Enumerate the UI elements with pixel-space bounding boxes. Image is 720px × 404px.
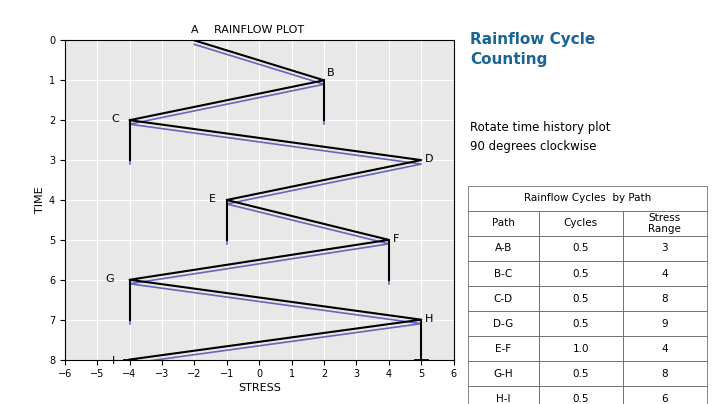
Text: 8: 8 (662, 369, 668, 379)
Text: C-D: C-D (494, 294, 513, 303)
Text: G: G (105, 274, 114, 284)
Bar (539, 336, 623, 361)
Text: Rainflow Cycle
Counting: Rainflow Cycle Counting (470, 32, 595, 67)
Text: G-H: G-H (493, 369, 513, 379)
Text: 6: 6 (662, 394, 668, 404)
Bar (623, 261, 707, 286)
Text: 9: 9 (662, 319, 668, 328)
Bar (539, 286, 623, 311)
Bar (468, 286, 539, 311)
Text: 1.0: 1.0 (572, 344, 589, 354)
Text: 0.5: 0.5 (572, 319, 589, 328)
Bar (468, 236, 539, 261)
Text: 0.5: 0.5 (572, 294, 589, 303)
Text: 0.5: 0.5 (572, 369, 589, 379)
Bar (468, 386, 539, 404)
Text: 0.5: 0.5 (572, 394, 589, 404)
Text: 0.5: 0.5 (572, 269, 589, 278)
Bar (539, 311, 623, 336)
Bar (539, 236, 623, 261)
Y-axis label: TIME: TIME (35, 187, 45, 213)
Bar (623, 386, 707, 404)
Bar (623, 236, 707, 261)
Bar (623, 211, 707, 236)
Bar (468, 186, 707, 211)
Text: B: B (327, 67, 335, 78)
Bar (468, 211, 539, 236)
Text: 4: 4 (662, 344, 668, 354)
Bar (539, 261, 623, 286)
Bar (539, 386, 623, 404)
X-axis label: STRESS: STRESS (238, 383, 281, 393)
Text: D-G: D-G (493, 319, 513, 328)
Bar (468, 361, 539, 386)
Text: Stress
Range: Stress Range (649, 213, 681, 234)
Text: A-B: A-B (495, 244, 512, 253)
Bar (623, 311, 707, 336)
Bar (468, 336, 539, 361)
Text: I: I (112, 356, 115, 366)
Text: A: A (191, 25, 199, 35)
Text: C: C (112, 114, 120, 124)
Bar (623, 361, 707, 386)
Bar (539, 361, 623, 386)
Text: D: D (425, 154, 433, 164)
Text: E-F: E-F (495, 344, 511, 354)
Text: 0.5: 0.5 (572, 244, 589, 253)
Text: Path: Path (492, 219, 515, 228)
Bar (623, 336, 707, 361)
Text: Rainflow Cycles  by Path: Rainflow Cycles by Path (523, 194, 651, 203)
Text: B-C: B-C (494, 269, 513, 278)
Bar (539, 211, 623, 236)
Text: H: H (425, 314, 433, 324)
Text: F: F (392, 234, 399, 244)
Text: H-I: H-I (496, 394, 510, 404)
Text: Cycles: Cycles (564, 219, 598, 228)
Text: 3: 3 (662, 244, 668, 253)
Text: 4: 4 (662, 269, 668, 278)
Bar (468, 311, 539, 336)
Title: RAINFLOW PLOT: RAINFLOW PLOT (214, 25, 305, 36)
Bar (468, 261, 539, 286)
Text: 8: 8 (662, 294, 668, 303)
Text: E: E (209, 194, 216, 204)
Bar (623, 286, 707, 311)
Text: Rotate time history plot
90 degrees clockwise: Rotate time history plot 90 degrees cloc… (470, 121, 611, 153)
